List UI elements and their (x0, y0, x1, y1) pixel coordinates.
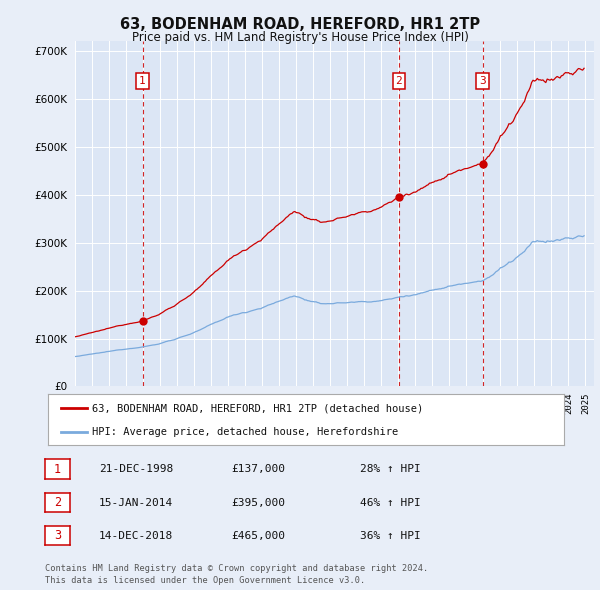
Text: £137,000: £137,000 (231, 464, 285, 474)
Text: 1: 1 (54, 463, 61, 476)
Text: £465,000: £465,000 (231, 531, 285, 540)
Text: HPI: Average price, detached house, Herefordshire: HPI: Average price, detached house, Here… (92, 427, 398, 437)
Text: 21-DEC-1998: 21-DEC-1998 (99, 464, 173, 474)
Text: 2: 2 (395, 76, 403, 86)
Text: 63, BODENHAM ROAD, HEREFORD, HR1 2TP (detached house): 63, BODENHAM ROAD, HEREFORD, HR1 2TP (de… (92, 403, 423, 413)
Text: 14-DEC-2018: 14-DEC-2018 (99, 531, 173, 540)
Text: 3: 3 (54, 529, 61, 542)
Text: 2: 2 (54, 496, 61, 509)
Text: 46% ↑ HPI: 46% ↑ HPI (360, 498, 421, 507)
Text: Price paid vs. HM Land Registry's House Price Index (HPI): Price paid vs. HM Land Registry's House … (131, 31, 469, 44)
Text: 63, BODENHAM ROAD, HEREFORD, HR1 2TP: 63, BODENHAM ROAD, HEREFORD, HR1 2TP (120, 17, 480, 31)
Text: Contains HM Land Registry data © Crown copyright and database right 2024.
This d: Contains HM Land Registry data © Crown c… (45, 565, 428, 585)
Text: 15-JAN-2014: 15-JAN-2014 (99, 498, 173, 507)
Text: £395,000: £395,000 (231, 498, 285, 507)
Text: 1: 1 (139, 76, 146, 86)
Text: 28% ↑ HPI: 28% ↑ HPI (360, 464, 421, 474)
Text: 3: 3 (479, 76, 486, 86)
Text: 36% ↑ HPI: 36% ↑ HPI (360, 531, 421, 540)
